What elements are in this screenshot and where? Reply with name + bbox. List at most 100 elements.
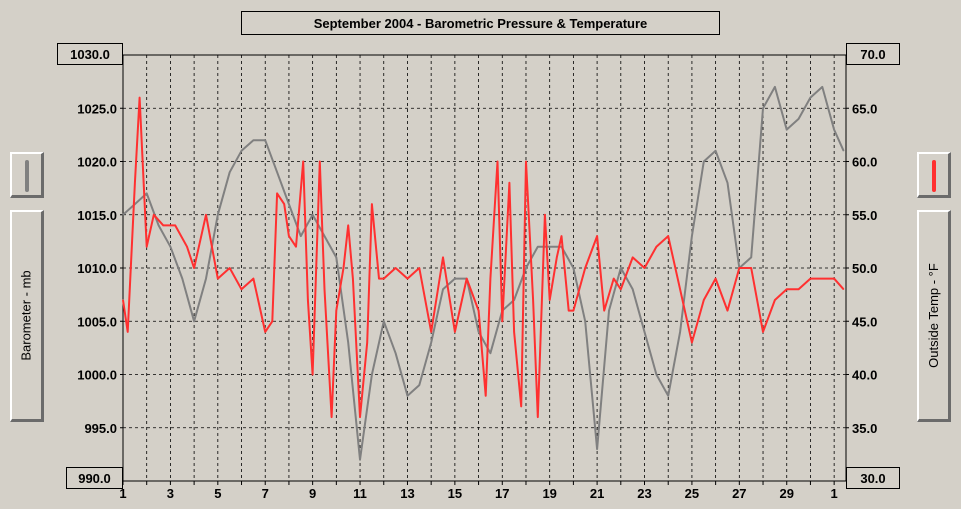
left-tick-label: 1000.0 bbox=[77, 368, 117, 383]
pressure-point bbox=[762, 107, 764, 109]
pressure-point bbox=[418, 384, 420, 386]
temperature-point bbox=[295, 246, 297, 248]
pressure-point bbox=[169, 246, 171, 248]
pressure-legend-swatch[interactable] bbox=[10, 152, 44, 198]
temperature-point bbox=[525, 160, 527, 163]
temperature-point bbox=[264, 331, 266, 333]
temperature-point bbox=[613, 278, 615, 280]
temperature-point bbox=[271, 320, 273, 322]
pressure-point bbox=[371, 373, 373, 376]
pressure-point bbox=[252, 139, 254, 141]
temperature-point bbox=[549, 299, 551, 301]
temperature-point bbox=[726, 310, 729, 312]
x-tick-label: 7 bbox=[262, 486, 269, 501]
pressure-point bbox=[620, 267, 622, 269]
temperature-point bbox=[485, 395, 487, 397]
pressure-point bbox=[359, 459, 361, 461]
temperature-point bbox=[466, 278, 468, 280]
pressure-point bbox=[608, 310, 610, 312]
pressure-point bbox=[229, 171, 231, 173]
x-tick-label: 25 bbox=[685, 486, 699, 501]
pressure-point bbox=[537, 246, 539, 248]
pressure-point bbox=[454, 278, 456, 280]
temperature-point bbox=[532, 299, 534, 301]
temperature-point bbox=[302, 160, 304, 163]
pressure-point bbox=[572, 267, 575, 269]
temperature-point bbox=[584, 267, 586, 269]
temperature-point bbox=[691, 341, 693, 344]
pressure-point bbox=[774, 86, 776, 88]
right-tick-label: 45.0 bbox=[852, 314, 877, 329]
pressure-point bbox=[632, 288, 634, 290]
pressure-point bbox=[643, 331, 646, 333]
temperature-point bbox=[667, 235, 669, 237]
temperature-point bbox=[544, 214, 546, 216]
left-tick-label: 1005.0 bbox=[77, 314, 117, 329]
temperature-point bbox=[347, 224, 349, 226]
temperature-point bbox=[139, 97, 141, 99]
right-tick-label: 55.0 bbox=[852, 208, 877, 223]
temperature-point bbox=[655, 246, 658, 248]
temperature-point bbox=[193, 267, 195, 269]
pressure-point bbox=[323, 235, 326, 237]
pressure-point bbox=[383, 320, 385, 322]
right-tick-label: 35.0 bbox=[852, 421, 877, 436]
temperature-point bbox=[786, 288, 788, 290]
x-tick-label: 9 bbox=[309, 486, 316, 501]
x-tick-label: 17 bbox=[495, 486, 509, 501]
temperature-point bbox=[821, 278, 823, 280]
pressure-point bbox=[525, 267, 527, 269]
x-tick-label: 3 bbox=[167, 486, 174, 501]
temperature-point bbox=[319, 160, 321, 163]
x-tick-label: 29 bbox=[780, 486, 794, 501]
temperature-point bbox=[454, 331, 456, 333]
pressure-point bbox=[833, 129, 835, 131]
temperature-point bbox=[134, 182, 136, 184]
pressure-point bbox=[300, 235, 302, 237]
temperature-point bbox=[383, 278, 385, 280]
pressure-point bbox=[726, 182, 729, 184]
temperature-point bbox=[703, 299, 705, 301]
temperature-point bbox=[750, 267, 752, 269]
pressure-point bbox=[288, 203, 290, 205]
temperature-point bbox=[276, 192, 278, 194]
temperature-point bbox=[127, 331, 129, 333]
temperature-point bbox=[430, 331, 432, 333]
x-tick-label: 15 bbox=[448, 486, 462, 501]
pressure-point bbox=[703, 160, 705, 163]
temperature-point bbox=[335, 310, 337, 312]
pressure-point bbox=[347, 341, 349, 344]
pressure-point bbox=[193, 320, 195, 322]
temperature-point bbox=[496, 160, 499, 163]
pressure-point bbox=[430, 341, 432, 344]
temperature-point bbox=[537, 416, 539, 418]
temperature-point bbox=[738, 267, 740, 269]
temperature-legend-line bbox=[932, 160, 936, 192]
temperature-point bbox=[162, 224, 164, 226]
pressure-point bbox=[335, 256, 337, 258]
x-tick-label: 23 bbox=[637, 486, 651, 501]
pressure-point bbox=[809, 97, 812, 99]
temperature-point bbox=[146, 246, 148, 248]
temperature-point bbox=[352, 278, 354, 280]
chart-title: September 2004 - Barometric Pressure & T… bbox=[241, 11, 720, 35]
left-axis-label-panel: Barometer - mb bbox=[10, 210, 44, 422]
pressure-point bbox=[276, 171, 278, 173]
temperature-legend-swatch[interactable] bbox=[917, 152, 951, 198]
x-tick-label: 27 bbox=[732, 486, 746, 501]
temperature-point bbox=[632, 256, 634, 258]
x-tick-label: 1 bbox=[119, 486, 126, 501]
temperature-point bbox=[217, 278, 219, 280]
pressure-point bbox=[122, 214, 124, 216]
temperature-point bbox=[186, 246, 188, 248]
pressure-point bbox=[205, 278, 207, 280]
temperature-point bbox=[288, 235, 290, 237]
x-tick-label: 13 bbox=[400, 486, 414, 501]
pressure-point bbox=[146, 192, 148, 194]
temperature-point bbox=[442, 256, 444, 258]
left-tick-label: 1015.0 bbox=[77, 208, 117, 223]
pressure-point bbox=[264, 139, 266, 141]
pressure-legend-line bbox=[25, 160, 29, 192]
pressure-point bbox=[489, 352, 491, 354]
